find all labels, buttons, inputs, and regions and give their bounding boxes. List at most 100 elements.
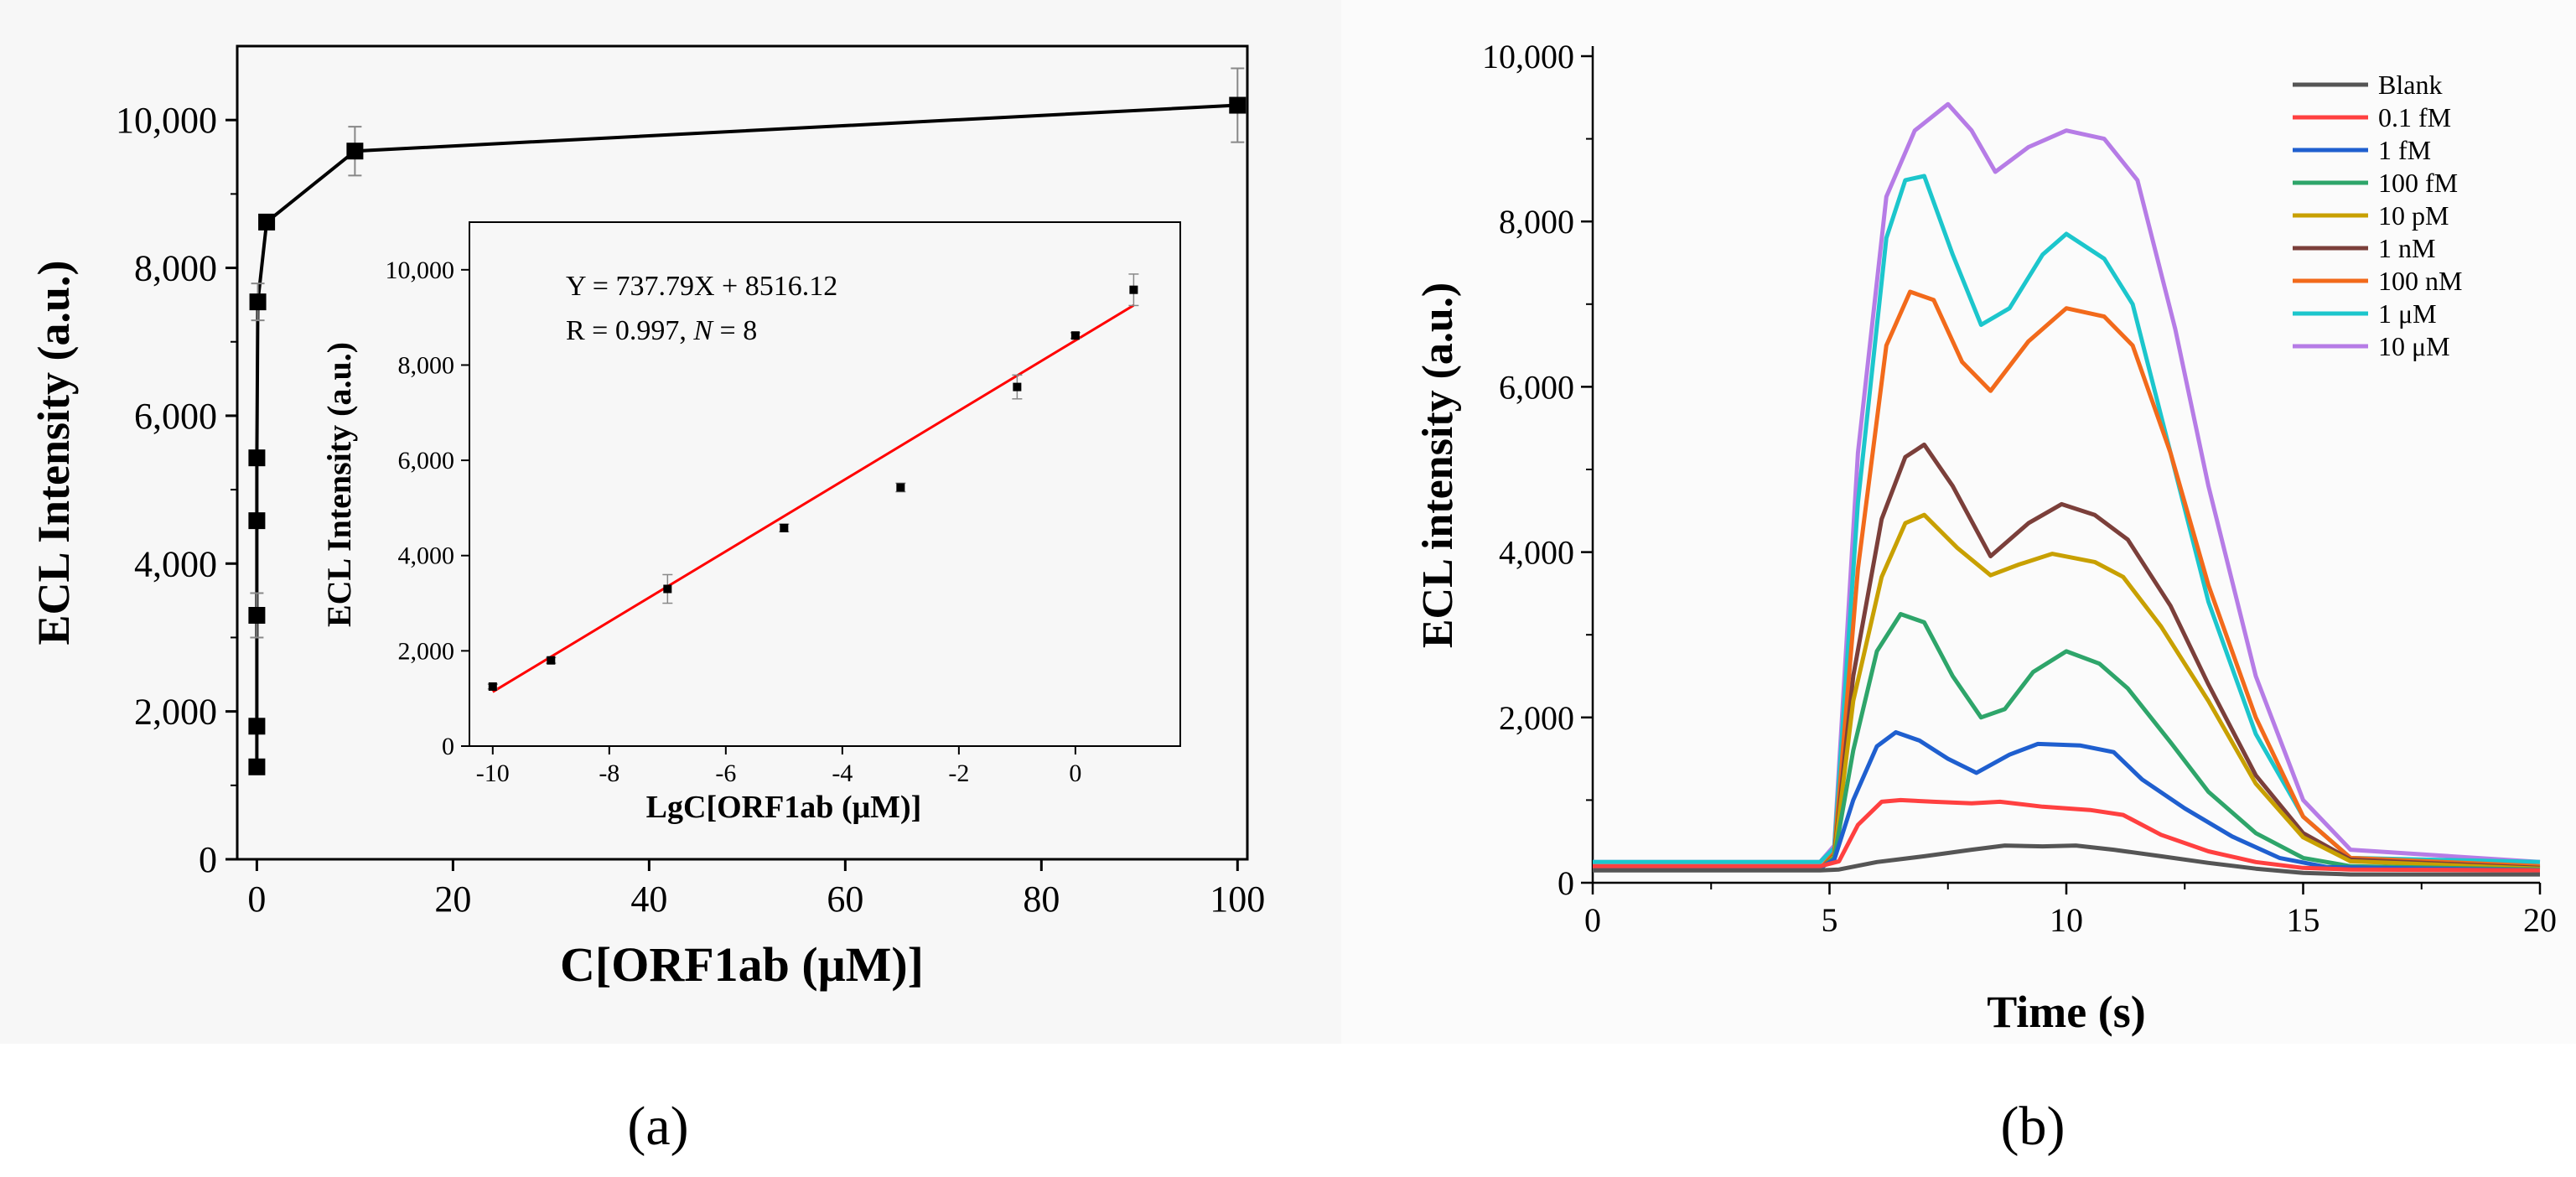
inset-y-tick-label: 6,000 [398, 447, 455, 474]
inset-y-tick-label: 0 [442, 733, 454, 760]
x-tick-label: 40 [630, 879, 667, 920]
series-line-4 [1593, 512, 2541, 872]
chart-b-marks [1593, 101, 2541, 877]
inset-x-tick-label: -6 [715, 760, 736, 787]
b-y-tick-label: 10,000 [1482, 38, 1574, 75]
x-tick-label: 60 [827, 879, 863, 920]
inset-x-tick-label: -2 [948, 760, 969, 787]
b-y-tick-label: 4,000 [1499, 534, 1574, 572]
chart-a-inset-marks [487, 273, 1139, 693]
inset-data-point [663, 584, 672, 594]
inset-data-point [1129, 285, 1138, 294]
inset-y-tick-label: 2,000 [398, 637, 455, 665]
chart-a-inset: -10 -8 -6 -4 -2 002,0004,0006,0008,00010,000 … [320, 221, 1181, 825]
legend-label-8: 10 μM [2378, 331, 2450, 361]
inset-data-point [547, 656, 556, 665]
b-x-tick-label: 5 [1822, 901, 1838, 939]
legend-label-3: 100 fM [2378, 168, 2458, 198]
data-point [1229, 96, 1247, 114]
series-line-5 [1593, 442, 2541, 872]
inset-x-tick-label: 0 [1069, 760, 1081, 787]
inset-data-point [780, 523, 789, 532]
b-y-tick-label: 6,000 [1499, 368, 1574, 406]
panel-a-background [0, 0, 1341, 1044]
chart-a-main: 0 20 40 60 80 10002,0004,0006,0008,00010,000 … [29, 44, 1265, 992]
fit-line [492, 303, 1135, 693]
b-y-tick-label: 8,000 [1499, 203, 1574, 241]
data-point [248, 607, 266, 624]
inset-data-point [1070, 331, 1080, 340]
inset-y-tick-label: 10,000 [386, 257, 455, 284]
data-point [248, 758, 266, 775]
b-x-tick-label: 15 [2287, 901, 2320, 939]
chart-a-x-axis-label: C[ORF1ab (μM)] [560, 937, 924, 992]
inset-data-point [488, 682, 497, 691]
inset-n-variable: N [692, 315, 714, 346]
data-point [248, 512, 266, 530]
legend-label-0: Blank [2378, 70, 2442, 100]
y-tick-label: 4,000 [134, 543, 217, 584]
data-point [248, 718, 266, 735]
legend-label-1: 0.1 fM [2378, 102, 2451, 132]
legend-label-4: 10 pM [2378, 200, 2449, 231]
b-x-tick-label: 20 [2523, 901, 2557, 939]
y-tick-label: 0 [199, 839, 217, 880]
series-line-1 [1593, 797, 2541, 873]
x-tick-label: 80 [1023, 879, 1060, 920]
inset-n-value: = 8 [713, 315, 757, 346]
inset-x-tick-label: -10 [476, 760, 510, 787]
series-line-7 [1593, 174, 2541, 864]
chart-a-axes: 0 20 40 60 80 100 0 2,000 4,000 6,000 8,000 10,000 [116, 100, 1265, 920]
inset-fit-equation: Y = 737.79X + 8516.12 [566, 271, 837, 302]
chart-a-inset-frame [469, 221, 1181, 747]
chart-b-y-axis-label: ECL intensity (a.u.) [1414, 283, 1462, 648]
b-x-tick-label: 0 [1584, 901, 1601, 939]
x-tick-label: 100 [1210, 879, 1265, 920]
inset-data-point [896, 483, 905, 492]
data-point [249, 293, 267, 311]
inset-x-tick-label: -4 [832, 760, 853, 787]
legend-label-6: 100 nM [2378, 266, 2462, 296]
y-tick-label: 2,000 [134, 692, 217, 733]
chart-a-inset-y-axis-label: ECL Intensity (a.u.) [320, 342, 358, 627]
series-line-3 [1593, 612, 2541, 872]
inset-data-point [1013, 382, 1022, 391]
chart-b: 0 5 10 15 20 0 2,000 4,000 6,000 8,000 10,000 Blan… [1414, 38, 2557, 1037]
series-line-2 [1593, 730, 2541, 873]
b-x-tick-label: 10 [2050, 901, 2083, 939]
chart-a-marks [248, 67, 1247, 775]
legend-label-5: 1 nM [2378, 233, 2435, 263]
chart-a-plot-frame [236, 44, 1249, 861]
y-tick-label: 8,000 [134, 248, 217, 289]
chart-b-axes: 0 5 10 15 20 0 2,000 4,000 6,000 8,000 10,000 [1482, 38, 2557, 939]
chart-a-inset-x-axis-label: LgC[ORF1ab (μM)] [646, 790, 922, 825]
inset-y-tick-label: 4,000 [398, 542, 455, 570]
panel-label-a: (a) [627, 1096, 688, 1157]
chart-a-y-axis-label: ECL Intensity (a.u.) [29, 260, 79, 645]
legend-label-7: 1 μM [2378, 298, 2437, 329]
x-tick-label: 20 [434, 879, 471, 920]
chart-b-x-axis-label: Time (s) [1987, 987, 2145, 1037]
series-line [255, 103, 1238, 767]
inset-fit-stats: R = 0.997, N = 8 [566, 315, 757, 346]
inset-r-value: R = 0.997, [566, 315, 693, 346]
series-line-6 [1593, 289, 2541, 871]
series-line-8 [1593, 101, 2541, 864]
b-y-tick-label: 2,000 [1499, 699, 1574, 737]
data-point [258, 213, 276, 231]
y-tick-label: 10,000 [116, 100, 217, 141]
series-line-0 [1593, 843, 2540, 877]
b-y-tick-label: 0 [1558, 864, 1574, 902]
y-tick-label: 6,000 [134, 396, 217, 437]
panel-label-b: (b) [2001, 1096, 2065, 1157]
data-point [346, 143, 364, 160]
inset-x-tick-label: -8 [599, 760, 619, 787]
data-point [248, 449, 266, 467]
legend-label-2: 1 fM [2378, 135, 2431, 165]
x-tick-label: 0 [247, 879, 266, 920]
inset-y-tick-label: 8,000 [398, 351, 455, 379]
chart-a-inset-axes: -10 -8 -6 -4 -2 0 0 2,000 4,000 6,000 8,000 10,000 [386, 257, 1082, 787]
